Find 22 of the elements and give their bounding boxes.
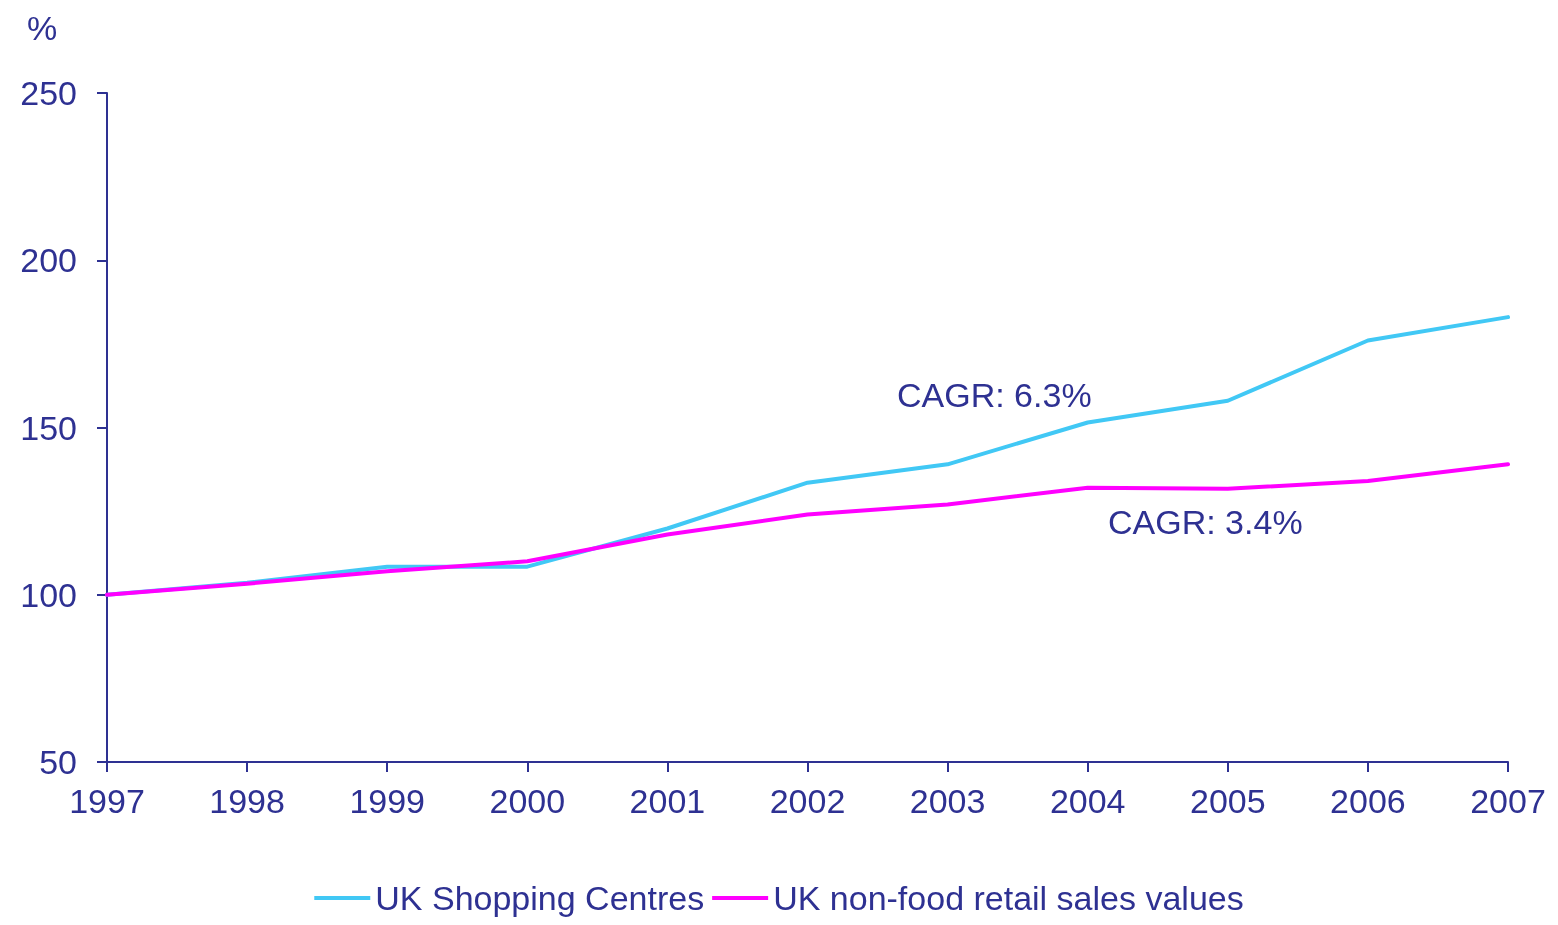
x-tick-label: 2000: [489, 782, 566, 820]
y-tick-label: 50: [39, 743, 77, 781]
x-tick-label: 2007: [1470, 782, 1546, 820]
annotation: CAGR: 6.3%: [897, 376, 1092, 414]
y-tick-label: 250: [20, 74, 77, 112]
line-series: [105, 462, 1510, 597]
x-tick-label: 1998: [209, 782, 285, 820]
x-tick-label: 2001: [629, 782, 706, 820]
legend-label: UK Shopping Centres: [375, 879, 705, 917]
annotation: CAGR: 3.4%: [1108, 503, 1303, 541]
y-tick-label: 200: [20, 241, 77, 280]
x-tick-label: 1997: [69, 782, 145, 820]
y-tick-label: 150: [20, 408, 77, 447]
legend-label: UK non-food retail sales values: [773, 879, 1244, 917]
x-tick-label: 2004: [1049, 782, 1126, 820]
x-tick-label: 1999: [349, 782, 426, 820]
x-tick-label: 2003: [909, 782, 986, 820]
y-tick-label: 100: [20, 575, 77, 614]
x-tick-label: 2005: [1189, 782, 1266, 820]
y-axis-title: %: [27, 9, 58, 47]
x-tick-label: 2006: [1330, 782, 1406, 820]
x-tick-label: 2002: [769, 782, 846, 820]
